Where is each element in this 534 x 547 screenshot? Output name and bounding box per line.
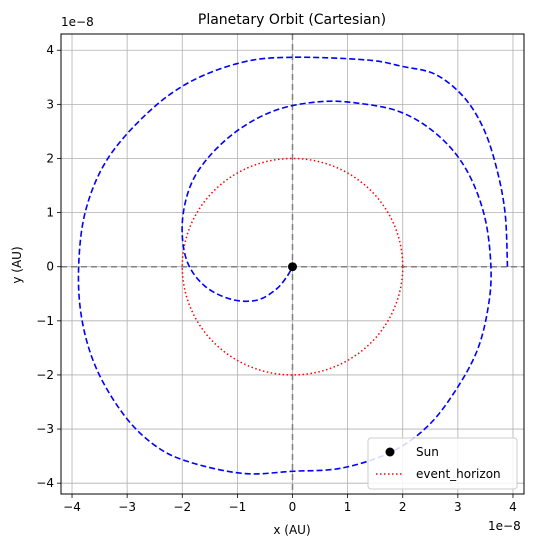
y-tick-label: −4 (36, 476, 54, 490)
y-tick-label: −3 (36, 422, 54, 436)
x-tick-label: −3 (118, 500, 136, 514)
x-tick-label: 3 (454, 500, 462, 514)
legend-sun-marker (385, 447, 395, 457)
legend-event-horizon-label: event_horizon (416, 467, 501, 481)
x-tick-label: 4 (509, 500, 517, 514)
y-axis-multiplier: 1e−8 (61, 15, 94, 29)
x-tick-label: 1 (344, 500, 352, 514)
x-tick-label: 0 (289, 500, 297, 514)
y-tick-label: 4 (46, 43, 54, 57)
y-axis-label: y (AU) (10, 246, 24, 283)
legend: Sun event_horizon (367, 437, 518, 490)
chart-title: Planetary Orbit (Cartesian) (198, 12, 386, 28)
x-axis-multiplier: 1e−8 (488, 519, 521, 533)
x-tick-label: −1 (229, 500, 247, 514)
y-tick-label: 2 (46, 151, 54, 165)
x-tick-label: 2 (399, 500, 407, 514)
sun-marker (288, 262, 297, 272)
y-tick-label: 3 (46, 97, 54, 111)
legend-sun-label: Sun (416, 445, 439, 459)
ticks: −4 −3 −2 −1 0 1 2 3 4 −4 −3 −2 −1 0 1 2 3 4 (36, 43, 516, 514)
y-tick-label: −1 (36, 314, 54, 328)
event-horizon-circle (181, 157, 404, 376)
legend-box (367, 437, 518, 490)
y-tick-label: 1 (46, 206, 54, 220)
x-axis-label: x (AU) (273, 523, 310, 537)
y-tick-label: −2 (36, 368, 54, 382)
x-tick-label: −4 (63, 500, 81, 514)
x-tick-label: −2 (173, 500, 191, 514)
y-tick-label: 0 (46, 260, 54, 274)
